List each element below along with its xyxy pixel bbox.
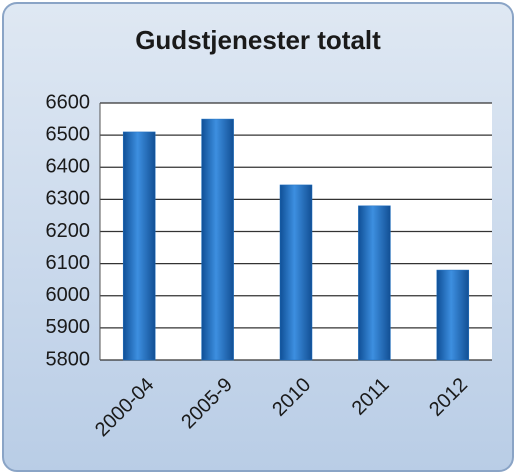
- y-tick-label: 6100: [46, 252, 91, 274]
- y-tick-label: 6600: [46, 91, 91, 113]
- y-tick-label: 6500: [46, 123, 91, 145]
- bar: [122, 131, 156, 361]
- bar: [436, 269, 470, 361]
- bar: [201, 118, 234, 361]
- y-tick-label: 6200: [46, 220, 91, 242]
- y-tick-label: 5900: [46, 316, 91, 338]
- bar: [279, 184, 313, 361]
- y-tick-label: 5800: [46, 348, 91, 370]
- y-tick-label: 6000: [46, 284, 91, 306]
- y-tick-label: 6300: [46, 188, 91, 210]
- chart-title: Gudstjenester totalt: [135, 25, 381, 55]
- y-tick-label: 6400: [46, 156, 91, 178]
- bar: [358, 205, 391, 361]
